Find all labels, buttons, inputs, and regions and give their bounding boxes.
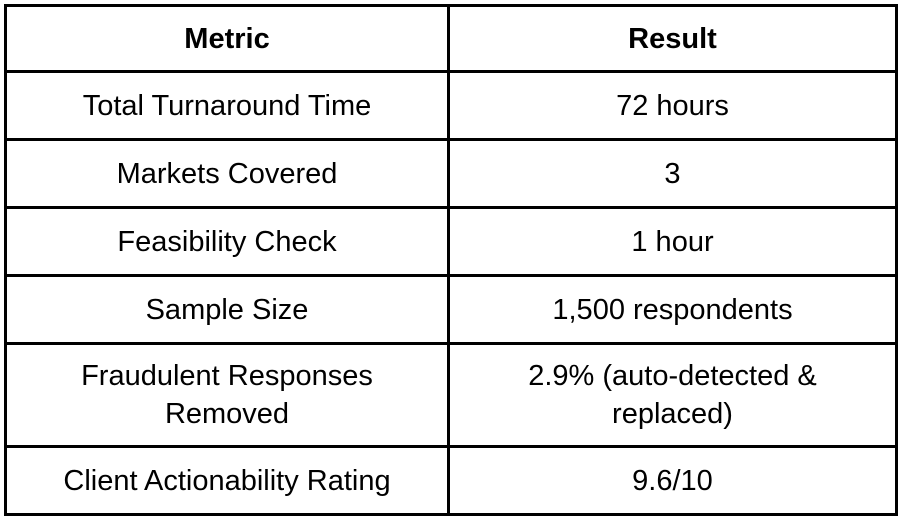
table-row: Fraudulent Responses Removed 2.9% (auto-… (4, 342, 898, 448)
table-row: Client Actionability Rating 9.6/10 (4, 445, 898, 516)
result-cell: 72 hours (447, 70, 898, 141)
result-cell: 2.9% (auto-detected & replaced) (447, 342, 898, 448)
metric-cell: Total Turnaround Time (4, 70, 450, 141)
table-row: Feasibility Check 1 hour (4, 206, 898, 277)
header-row: Metric Result (4, 4, 898, 73)
column-header-metric: Metric (4, 4, 450, 73)
result-cell: 3 (447, 138, 898, 209)
metric-cell: Markets Covered (4, 138, 450, 209)
metric-cell: Sample Size (4, 274, 450, 345)
metrics-table: Metric Result Total Turnaround Time 72 h… (4, 4, 898, 516)
table-row: Total Turnaround Time 72 hours (4, 70, 898, 141)
table-row: Markets Covered 3 (4, 138, 898, 209)
metric-cell: Fraudulent Responses Removed (4, 342, 450, 448)
metric-cell: Feasibility Check (4, 206, 450, 277)
column-header-result: Result (447, 4, 898, 73)
result-cell: 9.6/10 (447, 445, 898, 516)
table-row: Sample Size 1,500 respondents (4, 274, 898, 345)
result-cell: 1,500 respondents (447, 274, 898, 345)
metric-cell: Client Actionability Rating (4, 445, 450, 516)
result-cell: 1 hour (447, 206, 898, 277)
